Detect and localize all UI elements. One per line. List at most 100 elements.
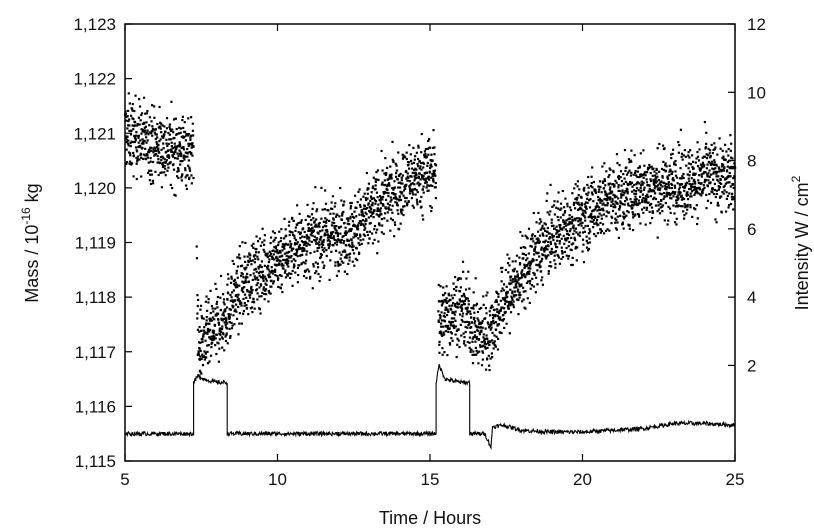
mass-point xyxy=(626,190,629,193)
mass-point xyxy=(163,171,166,174)
mass-point xyxy=(501,319,504,322)
mass-point xyxy=(290,254,293,258)
mass-point xyxy=(180,179,183,182)
mass-point xyxy=(371,204,374,207)
mass-point xyxy=(324,233,327,236)
mass-point xyxy=(308,239,311,242)
mass-point xyxy=(432,177,435,181)
mass-point xyxy=(532,259,535,262)
mass-point xyxy=(661,174,664,178)
mass-point xyxy=(266,252,269,255)
mass-point xyxy=(598,197,602,200)
mass-point xyxy=(230,327,234,330)
mass-point xyxy=(630,200,633,204)
mass-point xyxy=(492,347,495,350)
mass-point xyxy=(565,238,568,242)
mass-point xyxy=(488,343,491,347)
mass-point xyxy=(461,315,464,318)
mass-point xyxy=(587,232,591,235)
mass-point xyxy=(529,267,532,270)
mass-point xyxy=(180,152,183,156)
mass-point xyxy=(675,201,678,205)
mass-point xyxy=(706,175,709,178)
mass-point xyxy=(229,313,232,316)
mass-point xyxy=(708,152,711,155)
mass-point xyxy=(233,283,236,286)
mass-point xyxy=(235,283,239,286)
mass-point xyxy=(124,135,127,138)
mass-point xyxy=(305,234,308,237)
mass-point xyxy=(408,179,411,183)
mass-point xyxy=(562,219,565,222)
mass-point xyxy=(125,161,129,164)
mass-point xyxy=(654,177,657,180)
mass-point xyxy=(385,191,388,194)
mass-point xyxy=(582,189,586,192)
mass-point xyxy=(631,185,634,188)
mass-point xyxy=(489,340,492,344)
mass-point xyxy=(291,231,294,234)
mass-point xyxy=(649,195,653,198)
mass-point xyxy=(423,153,426,156)
mass-point xyxy=(339,257,342,260)
mass-point xyxy=(433,174,436,177)
mass-point xyxy=(225,333,228,337)
mass-point xyxy=(144,133,147,136)
mass-point xyxy=(570,222,574,225)
mass-point xyxy=(276,274,279,278)
mass-point xyxy=(303,249,306,252)
mass-point xyxy=(329,259,332,262)
mass-point xyxy=(475,302,479,305)
mass-point xyxy=(367,216,370,219)
mass-point xyxy=(289,256,292,259)
mass-point xyxy=(635,197,638,201)
mass-point xyxy=(241,280,244,283)
mass-point xyxy=(691,165,694,169)
mass-point xyxy=(175,145,178,148)
mass-point xyxy=(326,236,330,239)
mass-point xyxy=(295,242,298,245)
mass-point xyxy=(303,243,306,246)
mass-point xyxy=(241,273,244,276)
mass-point xyxy=(253,268,256,271)
mass-point xyxy=(554,263,557,266)
mass-point xyxy=(484,337,487,341)
mass-point xyxy=(331,221,334,224)
mass-point xyxy=(287,224,291,227)
mass-point xyxy=(472,307,475,310)
mass-point xyxy=(577,193,580,197)
mass-point xyxy=(346,272,349,276)
mass-point xyxy=(331,195,335,198)
mass-point xyxy=(394,162,397,165)
mass-point xyxy=(399,182,403,185)
mass-point xyxy=(639,152,642,155)
mass-point xyxy=(617,175,620,178)
mass-point xyxy=(726,175,730,179)
mass-point xyxy=(696,141,699,144)
mass-point xyxy=(185,187,189,191)
mass-point xyxy=(165,150,168,153)
mass-point xyxy=(414,171,417,174)
mass-point xyxy=(179,151,182,154)
mass-point xyxy=(348,259,351,262)
mass-point xyxy=(444,292,447,295)
mass-point xyxy=(405,183,408,186)
mass-point xyxy=(410,182,413,186)
mass-point xyxy=(370,208,373,211)
mass-point xyxy=(702,188,705,191)
mass-point xyxy=(696,222,699,226)
mass-point xyxy=(588,199,591,202)
mass-point xyxy=(272,253,275,256)
mass-point xyxy=(591,166,594,169)
mass-point xyxy=(581,209,584,212)
mass-point xyxy=(411,188,414,191)
mass-point xyxy=(642,149,645,152)
mass-point xyxy=(338,251,341,254)
mass-point xyxy=(640,208,644,211)
mass-point xyxy=(219,333,222,336)
mass-point xyxy=(671,190,675,193)
mass-point xyxy=(210,304,214,308)
mass-point xyxy=(463,295,466,298)
mass-point xyxy=(358,220,361,223)
y-left-tick-label: 1,118 xyxy=(75,288,116,307)
